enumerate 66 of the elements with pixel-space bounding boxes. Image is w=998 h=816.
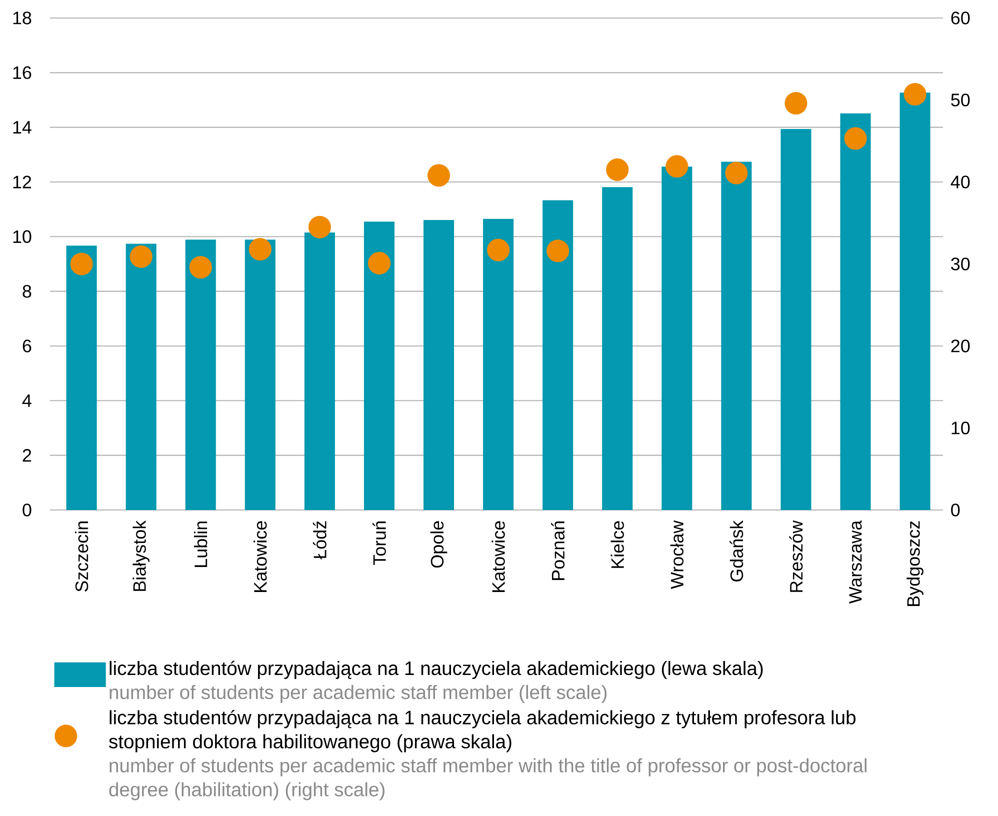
legend-label: liczba studentów przypadająca na 1 nauczyciela akademickiego z tytułem profesora lub stopniem doktora habilitowanego (prawa skala) bbox=[109, 710, 856, 752]
bar bbox=[662, 166, 692, 510]
x-tick-label: Warszawa bbox=[849, 520, 862, 604]
legend-label: liczba studentów przypadająca na 1 nauczyciela akademickiego (lewa skala) bbox=[110, 660, 763, 679]
point bbox=[368, 252, 390, 274]
text: number of students per academic staff member with the title of professor or post-doctoral degree (habilitation) (right scale) bbox=[109, 758, 866, 800]
point bbox=[308, 216, 331, 238]
x-tick-label: Łódź bbox=[312, 521, 326, 560]
bar bbox=[900, 92, 930, 510]
x-tick-label: Katowice bbox=[254, 521, 267, 592]
y-tick-label: 14 bbox=[13, 121, 32, 134]
point bbox=[487, 238, 510, 262]
y-tick-label: 6 bbox=[22, 340, 32, 352]
bar bbox=[364, 222, 394, 510]
bar bbox=[185, 240, 216, 510]
point bbox=[130, 245, 152, 268]
point bbox=[606, 158, 629, 181]
point bbox=[189, 256, 212, 279]
x-tick-label: Katowice bbox=[492, 521, 505, 592]
y2-tick-label: 0 bbox=[951, 504, 960, 516]
bar bbox=[483, 218, 514, 510]
bar bbox=[602, 187, 633, 510]
point bbox=[844, 127, 867, 150]
x-tick-label: Lublin bbox=[194, 522, 208, 567]
x-tick-label: Toruń bbox=[372, 522, 386, 566]
x-tick-label: Gdańsk bbox=[730, 520, 744, 582]
y-tick-label: 18 bbox=[13, 12, 32, 24]
point bbox=[427, 164, 450, 187]
y-tick-label: 12 bbox=[13, 176, 32, 188]
bar bbox=[840, 113, 871, 510]
text: number of students per academic staff member (left scale) bbox=[110, 684, 607, 703]
x-tick-label: Poznań bbox=[551, 522, 565, 580]
y-tick-label: 10 bbox=[13, 230, 32, 244]
point bbox=[546, 240, 570, 262]
x-tick-label: Rzeszów bbox=[789, 520, 803, 592]
y-tick-label: 8 bbox=[22, 284, 32, 298]
x-tick-label: Białystok bbox=[132, 520, 150, 591]
y-tick-label: 16 bbox=[13, 66, 32, 80]
y2-tick-label: 20 bbox=[951, 340, 970, 352]
y-tick-label: 4 bbox=[22, 394, 32, 407]
bar bbox=[126, 244, 156, 510]
bar bbox=[244, 240, 276, 510]
y-tick-label: 2 bbox=[22, 449, 32, 462]
bar bbox=[304, 232, 335, 510]
bar bbox=[780, 128, 812, 510]
y2-tick-label: 50 bbox=[951, 94, 970, 106]
point bbox=[725, 162, 748, 184]
y2-tick-label: 40 bbox=[950, 176, 970, 188]
point bbox=[666, 155, 688, 178]
y2-tick-label: 60 bbox=[951, 12, 970, 24]
bar bbox=[542, 200, 574, 510]
x-tick-label: Wrocław bbox=[670, 520, 684, 589]
x-tick-label: Kielce bbox=[610, 521, 624, 568]
point bbox=[248, 238, 272, 260]
point bbox=[70, 252, 93, 276]
bar bbox=[66, 246, 97, 510]
y2-tick-label: 10 bbox=[952, 422, 970, 434]
x-tick-label: Opole bbox=[430, 521, 448, 568]
y-tick-label: 0 bbox=[22, 504, 32, 516]
x-tick-label: Bydgoszcz bbox=[906, 521, 924, 606]
x-tick-label: Szczecin bbox=[74, 522, 88, 592]
bar bbox=[423, 220, 454, 510]
point bbox=[904, 82, 926, 106]
bar bbox=[721, 162, 752, 510]
point bbox=[784, 92, 808, 115]
y2-tick-label: 30 bbox=[951, 258, 970, 270]
